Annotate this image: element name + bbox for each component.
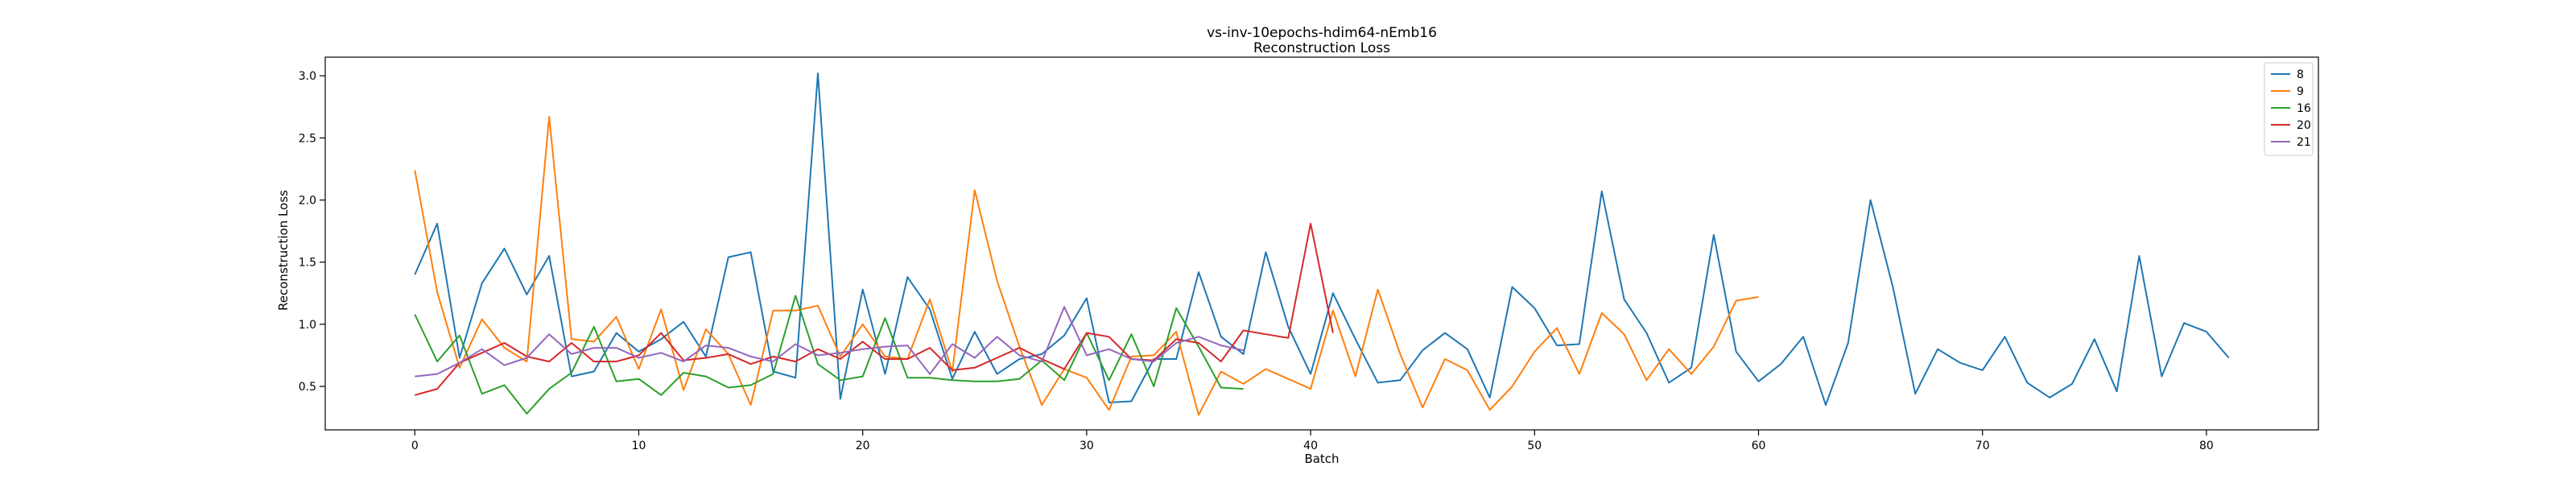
x-tick-label: 80 <box>2199 440 2214 452</box>
legend-box <box>2264 62 2314 156</box>
legend-label-8: 8 <box>2297 68 2304 81</box>
x-tick-label: 50 <box>1527 440 1542 452</box>
y-axis-title: Reconstruction Loss <box>276 190 291 311</box>
chart-subtitle: Reconstruction Loss <box>1253 40 1390 56</box>
y-tick-label: 1.0 <box>299 319 316 332</box>
plot-frame <box>324 56 2319 431</box>
legend-label-21: 21 <box>2297 136 2311 149</box>
legend-label-20: 20 <box>2297 119 2311 132</box>
series-line-16 <box>414 295 1244 415</box>
x-axis-title: Batch <box>1304 452 1339 466</box>
y-tick-label: 2.5 <box>299 132 316 145</box>
legend-label-9: 9 <box>2297 85 2304 98</box>
chart-title: vs-inv-10epochs-hdim64-nEmb16 <box>1207 25 1437 41</box>
y-tick-label: 0.5 <box>299 381 316 394</box>
x-tick-label: 60 <box>1752 440 1766 452</box>
legend-label-16: 16 <box>2297 102 2311 115</box>
x-tick-label: 70 <box>1975 440 1990 452</box>
x-tick-label: 30 <box>1080 440 1094 452</box>
x-tick-label: 20 <box>856 440 870 452</box>
series-line-8 <box>414 72 2230 407</box>
series-layer <box>414 72 2230 416</box>
y-tick-label: 2.0 <box>299 194 316 207</box>
x-tick-label: 0 <box>411 440 419 452</box>
x-tick-label: 40 <box>1303 440 1318 452</box>
y-tick-label: 3.0 <box>299 70 316 83</box>
legend: 8 9 16 20 21 <box>2264 62 2314 156</box>
series-line-20 <box>415 222 1334 396</box>
series-line-9 <box>414 116 1759 416</box>
y-tick-label: 1.5 <box>299 257 316 270</box>
x-tick-label: 10 <box>632 440 646 452</box>
axes-layer: 0 10 20 30 40 50 60 70 80 0.5 1.0 1.5 2.0 2.5 3.0 <box>299 56 2319 452</box>
series-line-21 <box>415 306 1244 378</box>
